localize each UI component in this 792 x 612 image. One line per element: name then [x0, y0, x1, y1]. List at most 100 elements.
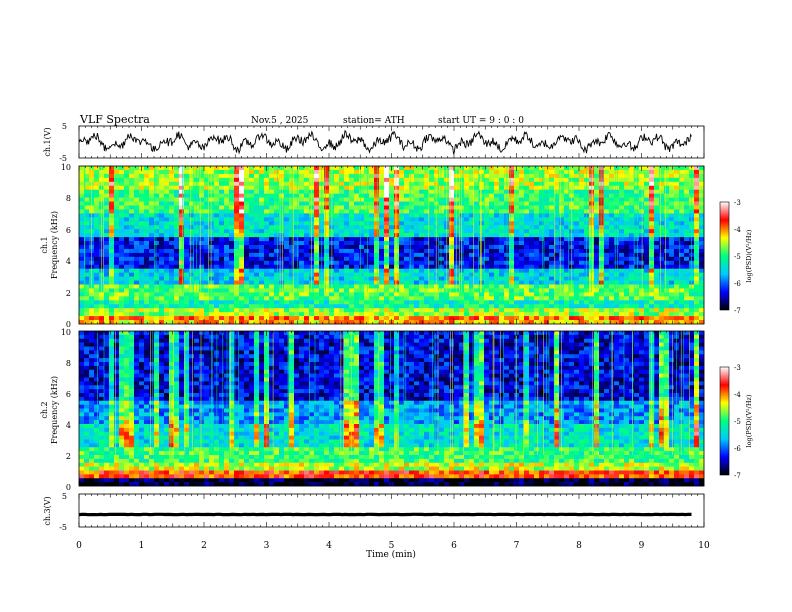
- spectrogram-cell: [544, 280, 550, 285]
- spectrogram-cell: [309, 304, 315, 309]
- spectrogram-cell: [159, 209, 165, 214]
- spectrogram-cell: [224, 173, 230, 179]
- spectrogram-cell: [349, 209, 355, 214]
- spectrogram-cell: [529, 166, 535, 171]
- spectrogram-cell: [534, 308, 540, 313]
- spectrogram-cell: [579, 181, 585, 187]
- spectrogram-cell: [644, 252, 650, 258]
- spectrogram-cell: [524, 256, 530, 262]
- spectrogram-cell: [394, 304, 400, 309]
- spectrogram-cell: [589, 312, 595, 317]
- spectrogram-cell: [389, 173, 395, 179]
- spectrogram-cell: [94, 296, 100, 301]
- spectrogram-cell: [509, 173, 515, 179]
- spectrogram-cell: [154, 320, 160, 325]
- spectrogram-cell: [214, 181, 220, 187]
- spectrogram-cell: [234, 296, 240, 301]
- spectrogram-cell: [654, 300, 660, 305]
- spectrogram-cell: [579, 229, 585, 234]
- spectrogram-cell: [134, 241, 140, 246]
- spectrogram-cell: [624, 248, 630, 254]
- spectrogram-cell: [259, 185, 265, 190]
- spectrogram-cell: [314, 189, 320, 194]
- spectrogram-cell: [474, 276, 480, 281]
- spectrogram-cell: [624, 233, 630, 238]
- spectrogram-cell: [664, 181, 670, 187]
- spectrogram-cell: [489, 288, 495, 293]
- spectrogram-cell: [559, 264, 565, 269]
- spectrogram-cell: [659, 241, 665, 246]
- spectrogram-cell: [224, 288, 230, 293]
- spectrogram-cell: [379, 173, 385, 179]
- spectrogram-cell: [484, 276, 490, 281]
- ch1-waveform-line: [78, 129, 692, 155]
- spectrogram-cell: [504, 177, 510, 183]
- spectrogram-cell: [264, 169, 270, 175]
- spectrogram-cell: [359, 252, 365, 258]
- spectrogram-cell: [269, 252, 275, 258]
- spectrogram-cell: [119, 300, 125, 305]
- spectrogram-cell: [634, 304, 640, 309]
- spectrogram-cell: [184, 256, 190, 262]
- spectrogram-cell: [339, 181, 345, 187]
- spectrogram-cell: [484, 260, 490, 266]
- spectrogram-cell: [409, 217, 415, 222]
- spectrogram-cell: [399, 276, 405, 281]
- spectrogram-cell: [559, 229, 565, 234]
- spectrogram-cell: [344, 320, 350, 325]
- spectrogram-cell: [539, 304, 545, 309]
- spectrogram-cell: [344, 217, 350, 222]
- spectrogram-cell: [79, 177, 85, 183]
- spectrogram-cell: [439, 260, 445, 266]
- spectrogram-cell: [229, 166, 235, 171]
- spectrogram-cell: [629, 304, 635, 309]
- spectrogram-cell: [379, 320, 385, 325]
- spectrogram-cell: [269, 308, 275, 313]
- spectrogram-cell: [399, 217, 405, 222]
- spectrogram-cell: [284, 264, 290, 269]
- spectrogram-cell: [384, 201, 390, 206]
- spectrogram-cell: [144, 237, 150, 242]
- spectrogram-cell: [199, 280, 205, 285]
- spectrogram-cell: [329, 316, 335, 321]
- spectrogram-cell: [264, 173, 270, 179]
- spectrogram-cell: [594, 229, 600, 234]
- spectrogram-cell: [214, 245, 220, 250]
- spectrogram-cell: [104, 173, 110, 179]
- spectrogram-cell: [144, 276, 150, 281]
- spectrogram-cell: [199, 229, 205, 234]
- spectrogram-cell: [209, 201, 215, 206]
- spectrogram-cell: [559, 272, 565, 277]
- spectrogram-cell: [524, 229, 530, 234]
- spectrogram-cell: [274, 233, 280, 238]
- spectrogram-cell: [519, 166, 525, 171]
- spectrogram-cell: [484, 288, 490, 293]
- spectrogram-cell: [349, 264, 355, 269]
- spectrogram-cell: [529, 292, 535, 297]
- spectrogram-cell: [339, 308, 345, 313]
- spectrogram-cell: [544, 237, 550, 242]
- spectrogram-cell: [419, 205, 425, 210]
- spectrogram-cell: [159, 201, 165, 206]
- spectrogram-cell: [539, 181, 545, 187]
- spectrogram-cell: [489, 300, 495, 305]
- spectrogram-cell: [104, 252, 110, 258]
- spectrogram-cell: [509, 185, 515, 190]
- spectrogram-cell: [324, 268, 330, 273]
- spectrogram-cell: [414, 288, 420, 293]
- spectrogram-cell: [614, 268, 620, 273]
- spectrogram-cell: [554, 185, 560, 190]
- spectrogram-cell: [229, 181, 235, 187]
- spectrogram-cell: [409, 173, 415, 179]
- spectrogram-cell: [174, 209, 180, 214]
- spectrogram-cell: [579, 280, 585, 285]
- spectrogram-cell: [309, 169, 315, 175]
- spectrogram-cell: [179, 221, 185, 226]
- spectrogram-cell: [459, 256, 465, 262]
- spectrogram-cell: [109, 320, 115, 325]
- spectrogram-cell: [299, 229, 305, 234]
- spectrogram-cell: [399, 245, 405, 250]
- spectrogram-cell: [634, 272, 640, 277]
- spectrogram-cell: [654, 237, 660, 242]
- spectrogram-cell: [564, 268, 570, 273]
